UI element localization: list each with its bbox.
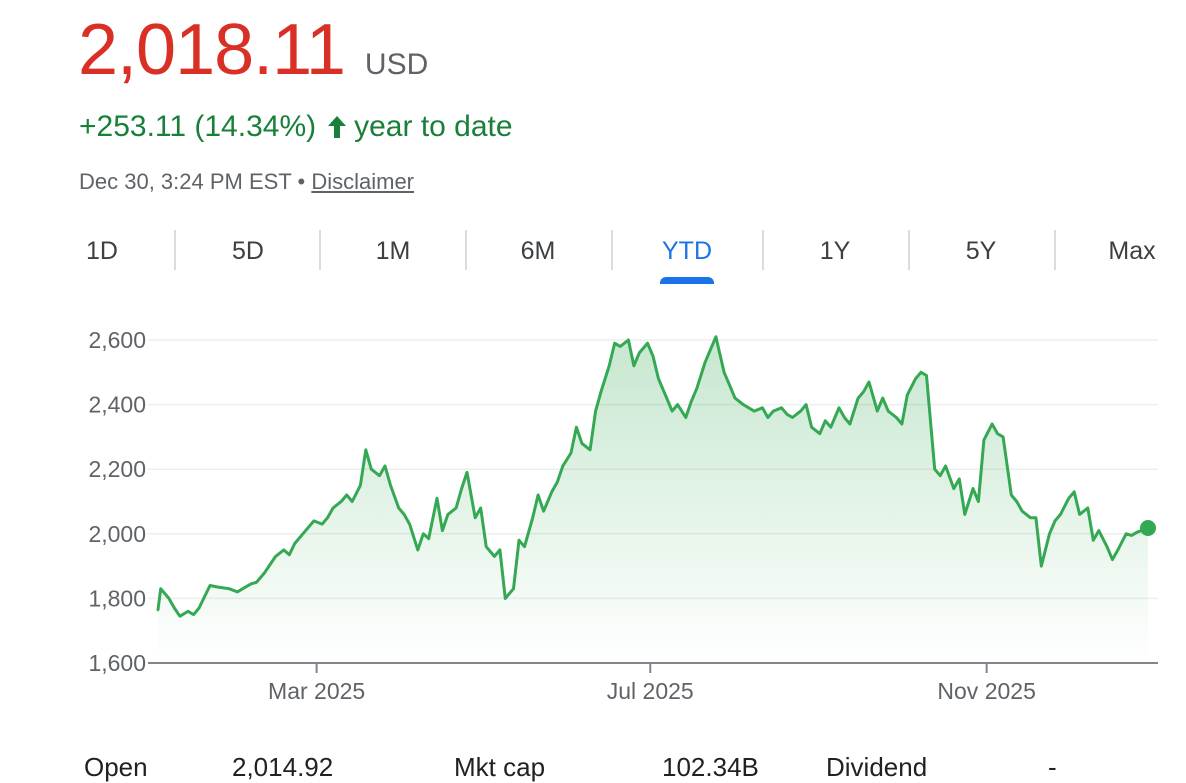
tab-1m[interactable]: 1M (361, 226, 425, 276)
tab-6m[interactable]: 6M (506, 226, 570, 276)
y-tick-label: 2,600 (88, 327, 146, 353)
tab-5d[interactable]: 5D (216, 226, 280, 276)
tab-label: 1M (375, 236, 411, 265)
change-row: +253.11 (14.34%) year to date (79, 110, 513, 144)
key-stats: Open 2,014.92 Mkt cap 102.34B Dividend - (0, 752, 1186, 782)
stat-open-label: Open (84, 752, 148, 782)
x-tick-label: Nov 2025 (937, 678, 1035, 704)
tab-label: YTD (662, 236, 712, 265)
stat-mktcap-label: Mkt cap (454, 752, 546, 782)
price-area (158, 336, 1148, 663)
price-header: 2,018.11 USD (78, 14, 428, 86)
tab-divider (762, 230, 764, 270)
y-tick-label: 1,600 (88, 650, 146, 676)
tab-divider (465, 230, 467, 270)
tab-divider (319, 230, 321, 270)
tab-max[interactable]: Max (1100, 226, 1164, 276)
x-tick-label: Jul 2025 (607, 678, 694, 704)
currency-label: USD (364, 48, 429, 81)
tab-label: Max (1108, 236, 1156, 265)
tab-divider (1054, 230, 1056, 270)
stat-dividend-label: Dividend (826, 752, 928, 782)
quote-timestamp: Dec 30, 3:24 PM EST (79, 169, 292, 194)
change-period: year to date (354, 110, 513, 143)
price-change: +253.11 (14.34%) (79, 110, 317, 143)
current-price: 2,018.11 (78, 10, 346, 90)
tab-label: 1Y (819, 236, 851, 265)
tab-label: 5D (232, 236, 264, 265)
tab-divider (174, 230, 176, 270)
x-axis: Mar 2025 Jul 2025 Nov 2025 (268, 663, 1036, 704)
price-chart[interactable]: 1,600 1,800 2,000 2,200 2,400 2,600 Mar 2025 J… (0, 300, 1186, 720)
disclaimer-link[interactable]: Disclaimer (311, 169, 415, 194)
tab-5y[interactable]: 5Y (949, 226, 1013, 276)
stat-open-value: 2,014.92 (232, 752, 334, 782)
meta-separator: • (297, 169, 306, 194)
range-tabs: 1D 5D 1M 6M YTD 1Y 5Y Max (70, 226, 1170, 286)
current-price-dot (1140, 519, 1156, 536)
y-tick-label: 1,800 (88, 585, 146, 611)
quote-meta: Dec 30, 3:24 PM EST • Disclaimer (79, 169, 414, 195)
tab-1y[interactable]: 1Y (803, 226, 867, 276)
y-tick-label: 2,000 (88, 521, 146, 547)
x-tick-label: Mar 2025 (268, 678, 365, 704)
y-tick-label: 2,200 (88, 456, 146, 482)
tab-label: 5Y (965, 236, 997, 265)
tab-divider (908, 230, 910, 270)
price-line (156, 335, 1150, 618)
stat-dividend-value: - (1048, 752, 1057, 782)
tab-label: 6M (520, 236, 556, 265)
tab-divider (611, 230, 613, 270)
y-axis: 1,600 1,800 2,000 2,200 2,400 2,600 (88, 327, 146, 676)
arrow-up-icon (328, 116, 347, 138)
tab-label: 1D (86, 236, 118, 265)
stat-mktcap-value: 102.34B (662, 752, 759, 782)
active-tab-indicator (660, 277, 714, 284)
tab-ytd[interactable]: YTD (650, 226, 724, 284)
y-tick-label: 2,400 (88, 392, 146, 418)
tab-1d[interactable]: 1D (70, 226, 134, 276)
